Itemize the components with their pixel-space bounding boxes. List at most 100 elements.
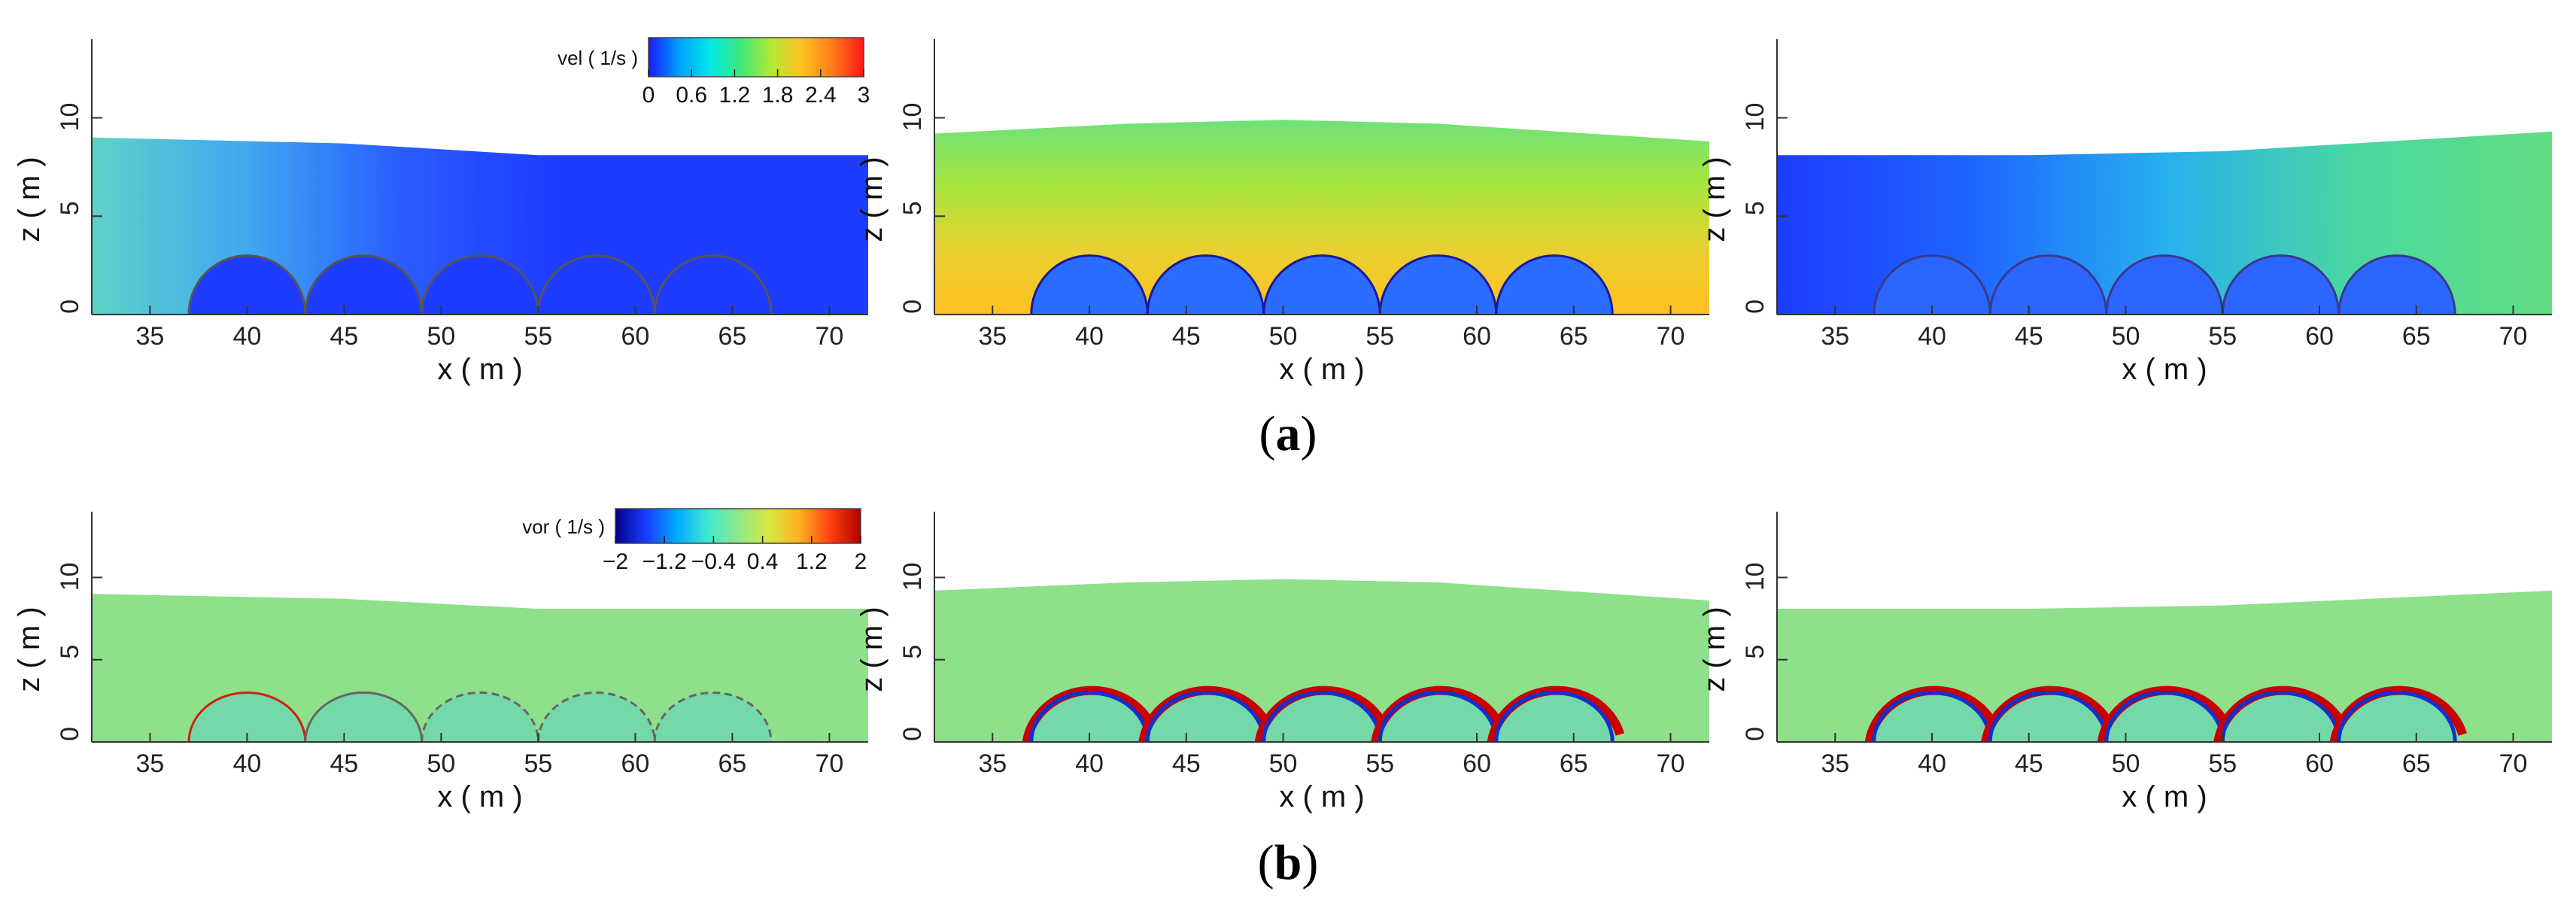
structure-5 xyxy=(2338,255,2456,315)
structure-outline-3 xyxy=(421,691,539,743)
colorbar-tick-label: 0 xyxy=(642,83,655,108)
x-tick-label: 45 xyxy=(2015,749,2043,778)
y-axis-title: z ( m ) xyxy=(13,606,46,692)
y-tick-label: 10 xyxy=(898,103,927,132)
structure-4 xyxy=(538,255,655,315)
x-tick-label: 70 xyxy=(815,322,843,351)
y-tick-label: 5 xyxy=(898,201,927,215)
vortex-inner-4 xyxy=(2220,690,2341,743)
structure-outline-3 xyxy=(1262,254,1381,315)
x-tick-label: 70 xyxy=(815,749,843,778)
x-tick-label: 60 xyxy=(2305,322,2334,351)
y-tick-label: 5 xyxy=(56,201,84,215)
x-tick-label: 40 xyxy=(232,749,261,778)
colorbar-tick-label: 2 xyxy=(855,549,867,574)
x-tick-label: 65 xyxy=(718,749,746,778)
x-tick-label: 70 xyxy=(2499,322,2528,351)
colorbar-gradient xyxy=(648,37,864,78)
row-label-b: (b) xyxy=(1258,835,1319,890)
vortex-inner-3 xyxy=(2104,690,2225,743)
y-axis-title: z ( m ) xyxy=(13,157,46,242)
row-label-a-open: ( xyxy=(1259,406,1276,461)
structure-outline-2 xyxy=(1146,254,1265,315)
y-tick-label: 0 xyxy=(898,299,927,314)
structure-1 xyxy=(1873,255,1991,315)
structure-outline-5 xyxy=(1495,254,1614,315)
colorbar-gradient xyxy=(615,508,861,544)
x-tick-label: 40 xyxy=(1075,749,1104,778)
structure-3 xyxy=(421,692,539,742)
structure-4 xyxy=(2222,692,2339,742)
structure-4 xyxy=(538,692,655,742)
colorbar-tick-label: 0.4 xyxy=(747,549,779,574)
structure-2 xyxy=(1990,692,2107,742)
x-tick-label: 45 xyxy=(1172,749,1201,778)
structure-1 xyxy=(1031,255,1148,315)
structure-outline-1 xyxy=(187,254,307,315)
structure-5 xyxy=(1496,692,1613,742)
x-axis-title: x ( m ) xyxy=(1279,780,1364,813)
panel-b-3: 35 40 45 50 55 60 65 70 0 5 10 x ( m ) z ( m ) xyxy=(1698,512,2552,813)
y-tick-label: 0 xyxy=(1741,727,1769,741)
x-tick-label: 70 xyxy=(1657,749,1685,778)
x-axis-title: x ( m ) xyxy=(437,780,522,813)
colorbars-layer: vel ( 1/s )0 0.6 1.2 1.8 2.4 3 vor ( 1/s ) −2 −1… xyxy=(522,37,870,574)
y-axis-title: z ( m ) xyxy=(855,157,889,242)
x-tick-label: 50 xyxy=(2112,749,2140,778)
panel-a-3: 35 40 45 50 55 60 65 70 0 5 10 x ( m ) z ( m ) xyxy=(1698,39,2552,386)
structure-3 xyxy=(421,255,539,315)
structure-2 xyxy=(1147,692,1264,742)
structure-outline-3 xyxy=(421,254,539,315)
x-tick-label: 50 xyxy=(1269,322,1298,351)
x-tick-label: 50 xyxy=(427,749,455,778)
colorbar-tick-label: 1.8 xyxy=(762,83,794,108)
y-tick-label: 10 xyxy=(56,103,84,132)
vortex-inner-1 xyxy=(1029,690,1150,743)
structure-3 xyxy=(1263,255,1381,315)
x-axis-title: x ( m ) xyxy=(1279,353,1364,386)
x-tick-label: 35 xyxy=(135,322,164,351)
colorbar-tick-label: −1.2 xyxy=(642,549,687,574)
colorbar-title: vor ( 1/s ) xyxy=(522,515,605,538)
y-axis-title: z ( m ) xyxy=(855,606,889,692)
x-tick-label: 60 xyxy=(1463,322,1491,351)
x-tick-label: 70 xyxy=(1657,322,1685,351)
x-tick-label: 50 xyxy=(2112,322,2140,351)
row-label-b-open: ( xyxy=(1258,835,1274,890)
structure-2 xyxy=(1147,255,1264,315)
colorbar-tick-label: 1.2 xyxy=(719,83,751,108)
x-tick-label: 55 xyxy=(524,749,552,778)
structure-3 xyxy=(2106,255,2223,315)
panel-b-2: 35 40 45 50 55 60 65 70 0 5 10 x ( m ) z ( m ) xyxy=(855,512,1709,813)
vortex-inner-5 xyxy=(2337,690,2457,743)
x-axis-title: x ( m ) xyxy=(437,353,522,386)
x-tick-label: 70 xyxy=(2499,749,2528,778)
x-tick-label: 40 xyxy=(1918,322,1946,351)
structure-3 xyxy=(1263,692,1381,742)
structure-1 xyxy=(189,255,305,315)
x-tick-label: 55 xyxy=(1365,749,1394,778)
row-label-b-close: ) xyxy=(1302,835,1318,890)
structure-5 xyxy=(655,692,771,742)
x-tick-label: 35 xyxy=(1821,322,1849,351)
y-axis-title: z ( m ) xyxy=(1698,157,1731,242)
x-tick-label: 40 xyxy=(1918,749,1946,778)
colorbar-b: vor ( 1/s ) −2 −1.2 −0.4 0.4 1.2 2 xyxy=(522,508,867,574)
x-tick-label: 60 xyxy=(621,322,649,351)
y-tick-label: 5 xyxy=(1741,201,1769,215)
colorbar-title: vel ( 1/s ) xyxy=(557,47,638,69)
structure-1 xyxy=(189,692,305,742)
x-tick-label: 65 xyxy=(1560,322,1588,351)
panel-a-1: 35 40 45 50 55 60 65 70 0 5 10 x ( m ) z ( m ) xyxy=(13,39,868,386)
x-tick-label: 60 xyxy=(1463,749,1491,778)
y-tick-label: 5 xyxy=(898,645,927,659)
panel-a-2: 35 40 45 50 55 60 65 70 0 5 10 x ( m ) z ( m ) xyxy=(855,39,1709,386)
x-tick-label: 65 xyxy=(718,322,746,351)
structure-outline-2 xyxy=(1988,254,2108,315)
row-label-a-letter: a xyxy=(1276,406,1301,461)
panel-b-1: 35 40 45 50 55 60 65 70 0 5 10 x ( m ) z ( m ) xyxy=(13,512,868,813)
x-tick-label: 50 xyxy=(1269,749,1298,778)
x-tick-label: 55 xyxy=(2208,749,2237,778)
y-tick-label: 0 xyxy=(1741,299,1769,314)
x-axis-title: x ( m ) xyxy=(2122,353,2207,386)
